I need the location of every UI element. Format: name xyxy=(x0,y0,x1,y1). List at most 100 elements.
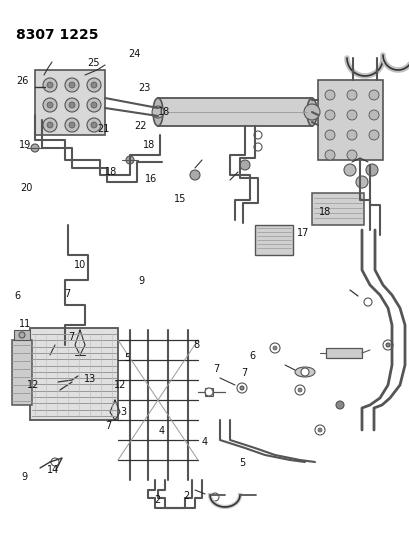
Circle shape xyxy=(189,170,200,180)
Text: 13: 13 xyxy=(84,375,96,384)
Circle shape xyxy=(382,340,392,350)
Bar xyxy=(204,388,213,396)
Circle shape xyxy=(368,130,378,140)
Circle shape xyxy=(126,156,134,164)
Circle shape xyxy=(51,458,59,466)
Bar xyxy=(30,328,118,420)
Circle shape xyxy=(87,118,101,132)
Bar xyxy=(311,193,363,225)
Circle shape xyxy=(270,343,279,353)
Circle shape xyxy=(385,343,389,347)
Circle shape xyxy=(91,82,97,88)
Circle shape xyxy=(47,102,53,108)
Text: 17: 17 xyxy=(297,228,309,238)
Circle shape xyxy=(43,78,57,92)
Text: 24: 24 xyxy=(128,50,140,59)
Circle shape xyxy=(47,122,53,128)
Circle shape xyxy=(355,176,367,188)
Text: 6: 6 xyxy=(249,351,254,360)
Circle shape xyxy=(324,110,334,120)
Text: 5: 5 xyxy=(124,353,130,363)
Circle shape xyxy=(65,118,79,132)
Circle shape xyxy=(346,90,356,100)
Text: 7: 7 xyxy=(213,364,219,374)
Text: 25: 25 xyxy=(87,58,99,68)
Circle shape xyxy=(254,143,261,151)
Circle shape xyxy=(47,82,53,88)
Circle shape xyxy=(87,78,101,92)
Circle shape xyxy=(65,98,79,112)
Circle shape xyxy=(368,90,378,100)
Text: 8: 8 xyxy=(193,340,199,350)
Text: 18: 18 xyxy=(105,167,117,177)
Text: 15: 15 xyxy=(174,194,186,204)
Text: 10: 10 xyxy=(74,260,86,270)
Circle shape xyxy=(335,401,343,409)
Text: 9: 9 xyxy=(22,472,27,482)
Circle shape xyxy=(60,343,70,353)
Bar xyxy=(35,70,105,135)
Text: 22: 22 xyxy=(134,122,146,131)
Bar xyxy=(317,80,382,160)
Circle shape xyxy=(346,130,356,140)
Text: 6: 6 xyxy=(14,291,20,301)
Circle shape xyxy=(66,374,78,386)
Circle shape xyxy=(236,383,246,393)
Text: 4: 4 xyxy=(202,438,207,447)
Circle shape xyxy=(69,122,75,128)
Circle shape xyxy=(91,122,97,128)
Circle shape xyxy=(314,425,324,435)
Text: 14: 14 xyxy=(47,465,59,475)
Bar xyxy=(14,330,30,340)
Circle shape xyxy=(324,130,334,140)
Text: 3: 3 xyxy=(120,407,126,417)
Circle shape xyxy=(43,98,57,112)
Text: 7: 7 xyxy=(68,333,75,342)
Circle shape xyxy=(239,160,249,170)
Circle shape xyxy=(297,388,301,392)
Text: 20: 20 xyxy=(20,183,33,192)
Text: 7: 7 xyxy=(240,368,247,378)
Circle shape xyxy=(317,428,321,432)
Bar xyxy=(12,340,32,405)
Circle shape xyxy=(43,118,57,132)
Text: 12: 12 xyxy=(113,380,126,390)
Circle shape xyxy=(324,90,334,100)
Circle shape xyxy=(343,164,355,176)
Circle shape xyxy=(254,131,261,139)
Circle shape xyxy=(91,102,97,108)
Circle shape xyxy=(365,164,377,176)
Circle shape xyxy=(69,102,75,108)
Text: 5: 5 xyxy=(238,458,245,467)
Text: 26: 26 xyxy=(16,76,29,86)
Ellipse shape xyxy=(306,98,316,126)
Circle shape xyxy=(204,388,213,396)
Circle shape xyxy=(87,98,101,112)
Text: 9: 9 xyxy=(138,277,144,286)
Circle shape xyxy=(368,110,378,120)
Circle shape xyxy=(19,332,25,338)
Circle shape xyxy=(303,104,319,120)
Text: 2: 2 xyxy=(183,491,189,500)
Text: 4: 4 xyxy=(159,426,164,435)
Bar xyxy=(254,225,292,255)
Circle shape xyxy=(294,385,304,395)
Circle shape xyxy=(346,150,356,160)
Text: 19: 19 xyxy=(18,140,31,150)
Bar xyxy=(325,348,361,358)
Text: 2: 2 xyxy=(154,495,161,505)
Circle shape xyxy=(65,78,79,92)
Ellipse shape xyxy=(153,98,163,126)
Text: 18: 18 xyxy=(318,207,330,217)
Text: 7: 7 xyxy=(105,422,112,431)
Ellipse shape xyxy=(294,367,314,377)
Text: 18: 18 xyxy=(142,140,155,150)
Circle shape xyxy=(363,298,371,306)
Text: 23: 23 xyxy=(138,83,150,93)
Text: 7: 7 xyxy=(64,289,71,299)
Circle shape xyxy=(152,106,164,118)
Circle shape xyxy=(346,110,356,120)
Circle shape xyxy=(272,346,276,350)
Circle shape xyxy=(239,386,243,390)
Text: 12: 12 xyxy=(27,380,40,390)
